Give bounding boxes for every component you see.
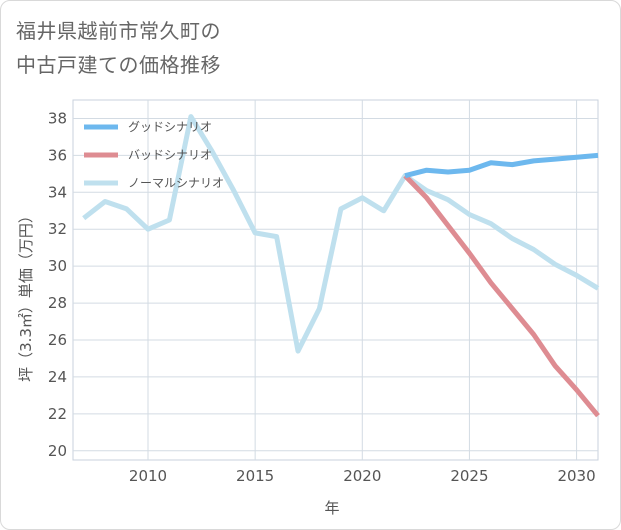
y-axis-label: 坪（3.3㎡）単価（万円） bbox=[17, 208, 35, 382]
series-group bbox=[82, 114, 600, 418]
series-line-2 bbox=[403, 173, 600, 418]
x-tick-label: 2030 bbox=[557, 467, 595, 485]
y-tick-label: 36 bbox=[48, 146, 67, 164]
legend-label: バッドシナリオ bbox=[128, 148, 212, 162]
y-tick-label: 22 bbox=[48, 405, 67, 423]
chart-title: 福井県越前市常久町の 中古戸建ての価格推移 bbox=[16, 14, 221, 82]
chart-title-line2: 中古戸建ての価格推移 bbox=[16, 53, 221, 77]
y-tick-label: 26 bbox=[48, 331, 67, 349]
y-tick-label: 38 bbox=[48, 109, 67, 127]
y-tick-label: 30 bbox=[48, 257, 67, 275]
legend-label: グッドシナリオ bbox=[128, 120, 212, 134]
x-axis-label: 年 bbox=[324, 499, 339, 517]
x-tick-label: 2010 bbox=[129, 467, 167, 485]
chart-title-line1: 福井県越前市常久町の bbox=[16, 19, 221, 43]
y-tick-label: 34 bbox=[48, 183, 67, 201]
plot-area-border bbox=[72, 99, 599, 461]
y-tick-label: 32 bbox=[48, 220, 67, 238]
legend-label: ノーマルシナリオ bbox=[128, 176, 224, 190]
grid bbox=[72, 99, 599, 461]
x-tick-label: 2025 bbox=[450, 467, 488, 485]
y-tick-label: 20 bbox=[48, 442, 67, 460]
x-tick-label: 2020 bbox=[343, 467, 381, 485]
y-tick-label: 24 bbox=[48, 368, 67, 386]
y-axis-ticks: 20 22 24 26 28 30 32 34 36 38 bbox=[48, 109, 67, 459]
x-axis-ticks: 2010 2015 2020 2025 2030 bbox=[129, 467, 596, 485]
x-tick-label: 2015 bbox=[236, 467, 274, 485]
series-line-3 bbox=[82, 114, 600, 354]
series-line-1 bbox=[404, 152, 599, 179]
y-tick-label: 28 bbox=[48, 294, 67, 312]
